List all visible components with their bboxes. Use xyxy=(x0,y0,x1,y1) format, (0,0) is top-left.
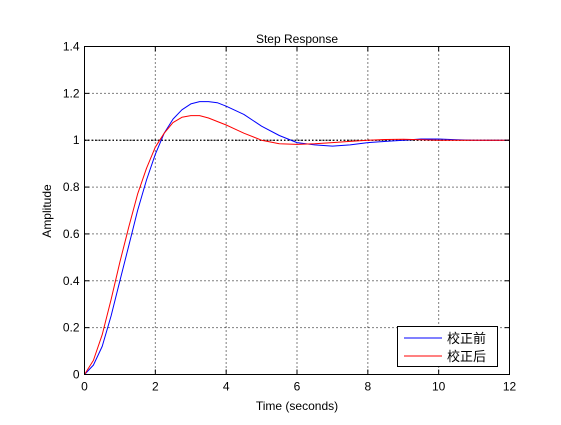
series-line-1 xyxy=(84,115,510,375)
legend-label-after: 校正后 xyxy=(447,349,486,364)
y-tick-label: 0.4 xyxy=(63,274,80,288)
y-tick-label: 1.4 xyxy=(63,40,80,54)
x-tick-label: 12 xyxy=(503,380,517,394)
x-tick-label: 8 xyxy=(364,380,371,394)
grid-lines xyxy=(84,46,510,375)
x-axis-label: Time (seconds) xyxy=(256,399,338,413)
axis-tick-labels: 0 2 4 6 8 10 12 0 0.2 0.4 0.6 0.8 1 1.2 1.4 xyxy=(63,40,517,394)
legend-box xyxy=(397,326,498,367)
series-group xyxy=(84,101,510,375)
legend[interactable]: 校正前 校正后 xyxy=(397,326,498,367)
y-tick-label: 0.6 xyxy=(63,227,80,241)
x-tick-label: 0 xyxy=(81,380,88,394)
x-tick-label: 6 xyxy=(294,380,301,394)
y-tick-label: 1.2 xyxy=(63,86,80,100)
chart-title: Step Response xyxy=(256,32,338,46)
x-tick-label: 4 xyxy=(223,380,230,394)
x-tick-label: 2 xyxy=(152,380,159,394)
y-tick-label: 0.2 xyxy=(63,321,80,335)
y-tick-label: 1 xyxy=(73,133,80,147)
series-line-0 xyxy=(84,101,510,375)
legend-label-before: 校正前 xyxy=(447,331,486,346)
y-axis-label: Amplitude xyxy=(40,184,54,238)
y-tick-label: 0.8 xyxy=(63,180,80,194)
x-tick-label: 10 xyxy=(432,380,446,394)
axis-ticks xyxy=(84,46,510,375)
y-tick-label: 0 xyxy=(73,368,80,382)
